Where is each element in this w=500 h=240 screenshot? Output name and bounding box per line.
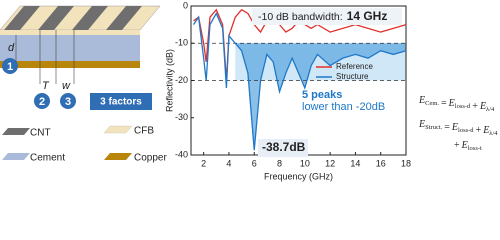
cnt-strip <box>106 6 142 30</box>
min-box <box>258 139 308 157</box>
y-tick-label: -40 <box>175 149 188 159</box>
equation-symbol: + <box>454 140 460 151</box>
equation: + Eloss-t <box>454 140 482 152</box>
x-tick-label: 10 <box>300 158 310 168</box>
x-tick-label: 6 <box>252 158 257 168</box>
equation-symbol: E <box>418 95 425 106</box>
x-tick-label: 4 <box>226 158 231 168</box>
legend-icon <box>2 128 30 135</box>
legend-icon <box>103 125 133 134</box>
factor-number: 3 <box>65 96 71 108</box>
equation-subscript: λ/4 <box>486 106 495 113</box>
y-tick-label: 0 <box>183 0 188 10</box>
cnt-strip <box>38 6 74 30</box>
equation-subscript: loss-t <box>468 145 482 152</box>
y-tick-label: -10 <box>175 38 188 48</box>
equation-subscript: loss-d <box>455 103 471 110</box>
y-tick-label: -20 <box>175 75 188 85</box>
legend-label: Reference <box>336 62 373 71</box>
equation: ECem. = Eloss-d + Eλ/4 <box>418 95 495 113</box>
factor-number: 2 <box>39 96 45 108</box>
figure: d T w 1 2 3 3 factors CNT CFB Cement Cop… <box>0 0 498 181</box>
equation-symbol: + <box>476 125 482 136</box>
x-tick-label: 8 <box>277 158 282 168</box>
equation-symbol: E <box>482 125 489 136</box>
bandwidth-box <box>252 8 402 25</box>
equation-symbol: E <box>418 119 425 130</box>
bandwidth-value: 14 GHz <box>347 9 388 23</box>
equation-symbol: = <box>441 98 447 109</box>
legend-label: Cement <box>30 153 65 164</box>
legend-label: Copper <box>134 153 167 164</box>
cfb-layer <box>0 30 140 35</box>
structure-diagram: d T w 1 2 3 3 factors CNT CFB Cement Cop… <box>0 5 167 164</box>
cnt-strip <box>72 6 108 30</box>
bandwidth-annotation: -10 dB bandwidth: 14 GHz <box>258 9 387 23</box>
legend-icon <box>2 153 30 160</box>
x-tick-label: 12 <box>325 158 335 168</box>
equation-subscript: Struct. <box>425 124 443 131</box>
dim-label: d <box>8 42 15 54</box>
bandwidth-label: -10 dB bandwidth: <box>258 11 343 23</box>
equation-subscript: Cem. <box>425 100 439 107</box>
dim-label: w <box>62 80 71 92</box>
factor-badge <box>34 93 50 109</box>
legend-icon <box>104 153 132 160</box>
factor-badge <box>2 58 18 74</box>
equation-symbol: = <box>444 122 450 133</box>
copper-layer <box>0 61 140 68</box>
y-tick-label: -30 <box>175 112 188 122</box>
absorption-area <box>235 43 406 151</box>
equation-symbol: E <box>448 98 455 109</box>
cement-layer <box>0 35 140 61</box>
cnt-strip <box>4 6 40 30</box>
x-tick-label: 14 <box>350 158 360 168</box>
min-label: -38.7dB <box>262 140 306 154</box>
dim-label: T <box>42 80 50 92</box>
factor-number: 1 <box>7 61 13 73</box>
chart: 0 -10 -20 -30 -40 2 4 6 8 10 12 14 16 18 Frequency (GH… <box>164 0 411 181</box>
x-tick-label: 16 <box>376 158 386 168</box>
x-tick-label: 2 <box>201 158 206 168</box>
equation-subscript: λ/4 <box>489 130 498 137</box>
legend-label: Structure <box>336 72 369 81</box>
equation-symbol: E <box>451 122 458 133</box>
peaks-label: 5 peaks <box>302 89 342 101</box>
equation-subscript: loss-d <box>458 127 474 134</box>
x-axis-title: Frequency (GHz) <box>264 171 333 181</box>
series-line <box>192 11 407 151</box>
equation-symbol: E <box>479 101 486 112</box>
x-tick-label: 18 <box>401 158 411 168</box>
equation-symbol: + <box>472 101 478 112</box>
y-axis-title: Reflectivity (dB) <box>164 49 174 112</box>
factors-label: 3 factors <box>100 97 142 108</box>
factors-box <box>90 93 152 110</box>
equation-symbol: E <box>461 140 468 151</box>
peaks-note: lower than -20dB <box>302 101 385 113</box>
equation: EStruct. = Eloss-d + Eλ/4 <box>418 119 498 137</box>
legend-label: CFB <box>134 126 154 137</box>
factor-badge <box>60 93 76 109</box>
legend-label: CNT <box>30 128 51 139</box>
